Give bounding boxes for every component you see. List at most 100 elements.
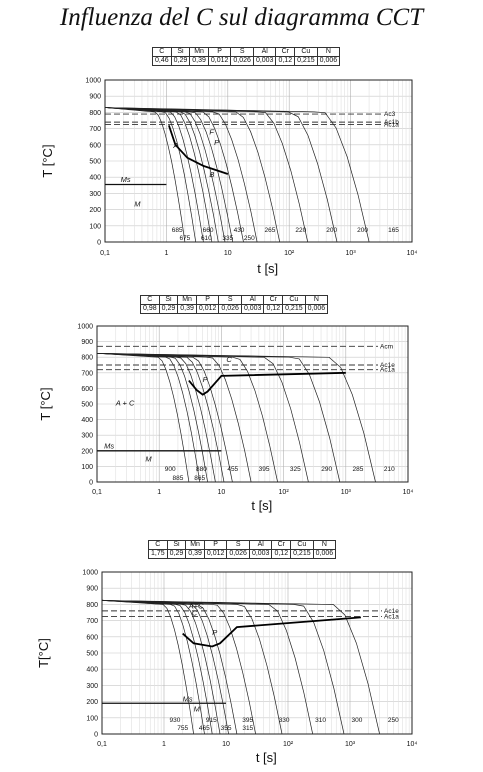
grid [104,79,412,243]
region-label: B [209,170,214,179]
hardness-label: 250 [388,717,399,724]
hardness-label: 395 [242,717,253,724]
y-tick-label: 700 [86,618,98,625]
comp-value: 0,39 [185,549,205,559]
comp-header: Al [252,47,277,57]
comp-header: Cr [271,540,292,550]
comp-value: 0,29 [166,549,187,559]
comp-value: 0,39 [189,56,209,66]
hardness-label: 290 [321,466,332,473]
y-axis-label: T[°C] [36,638,51,668]
y-tick-label: 900 [86,586,98,593]
region-label: P [212,628,217,637]
comp-header: Al [248,540,273,550]
hardness-label: 880 [196,466,207,473]
comp-value: 0,012 [195,304,220,314]
comp-header: Si [170,47,191,57]
critical-line-label: Ac1b [384,119,399,126]
comp-value: 0,29 [170,56,191,66]
hardness-label: 455 [227,466,238,473]
cooling-curve [96,352,376,483]
plot-frame [96,325,409,483]
comp-header: Cr [275,47,296,57]
comp-value: 0,39 [177,304,197,314]
region-label: Ms [121,175,131,184]
y-tick-label: 900 [81,339,93,346]
comp-value: 0,215 [290,549,314,559]
hardness-label: 310 [315,717,326,724]
y-axis-label: T [°C] [40,144,55,177]
y-tick-label: 1000 [77,324,93,331]
x-tick-label: 0,1 [92,489,102,496]
hardness-label: 885 [172,475,183,482]
critical-line-label: Ac1a [384,122,399,129]
comp-value: 0,006 [316,56,341,66]
x-tick-label: 10³ [345,741,356,748]
y-tick-label: 0 [89,480,93,487]
x-tick-label: 1 [164,250,168,257]
y-tick-label: 1000 [82,570,98,577]
critical-line-label: Acm [380,343,393,350]
comp-header: P [195,295,220,305]
hardness-label: 210 [384,466,395,473]
y-tick-label: 600 [81,386,93,393]
region-label: C [226,355,232,364]
comp-value: 0,215 [282,304,306,314]
hardness-label: 315 [242,725,253,732]
critical-line-label: Ac1e [380,362,395,369]
region-label: M [134,199,141,208]
hardness-label: 265 [264,227,275,234]
y-tick-label: 1000 [85,78,101,85]
comp-header: Mn [189,47,209,57]
critical-line-label: Ac3 [384,111,396,118]
hardness-label: 395 [259,466,270,473]
y-tick-label: 400 [86,667,98,674]
hardness-label: 755 [177,725,188,732]
region-label: M [194,704,201,713]
comp-header: Cu [282,295,306,305]
region-label: P [203,375,208,384]
comp-header: Si [158,295,179,305]
hardness-label: 865 [194,475,205,482]
x-tick-label: 10 [218,489,226,496]
hardness-label: 200 [357,227,368,234]
grid [96,325,408,483]
comp-value: 0,215 [294,56,318,66]
region-label: A [172,141,178,150]
comp-header: Al [240,295,265,305]
hardness-label: 335 [222,235,233,242]
x-tick-label: 10² [284,250,295,257]
comp-header: S [218,295,242,305]
hardness-label: 200 [326,227,337,234]
comp-header: C [140,295,160,305]
cooling-curve [101,599,380,735]
y-tick-label: 300 [89,191,101,198]
comp-header: N [304,295,329,305]
composition-table-1: C Si Mn P S Al Cr Cu N 0,46 0,29 0,39 0,012 0,026 0,0… [152,47,341,66]
cct-chart-098c: 0 100 200 300 400 500 600 700 800 900 1000 0,1 1 10 10… [38,324,413,514]
comp-value: 1,75 [148,549,168,559]
y-tick-label: 800 [89,110,101,117]
hardness-label: 325 [290,466,301,473]
hardness-label: 675 [179,235,190,242]
y-tick-label: 500 [89,159,101,166]
hardness-label: 330 [279,717,290,724]
region-label: Ms [104,441,114,450]
hardness-label: 285 [353,466,364,473]
hardness-label: 465 [199,725,210,732]
y-tick-label: 200 [89,207,101,214]
comp-value: 0,29 [158,304,179,314]
region-label: C [192,609,198,618]
comp-value: 0,003 [240,304,265,314]
plot-frame [104,79,413,243]
hardness-label: 430 [234,227,245,234]
y-tick-label: 400 [89,175,101,182]
comp-value: 0,006 [312,549,337,559]
region-label: P [214,138,219,147]
transformation-start-curve [168,125,229,175]
x-tick-label: 1 [162,741,166,748]
comp-header: N [316,47,341,57]
x-tick-label: 1 [157,489,161,496]
y-tick-label: 0 [94,732,98,739]
page-title: Influenza del C sul diagramma CCT [59,4,424,31]
